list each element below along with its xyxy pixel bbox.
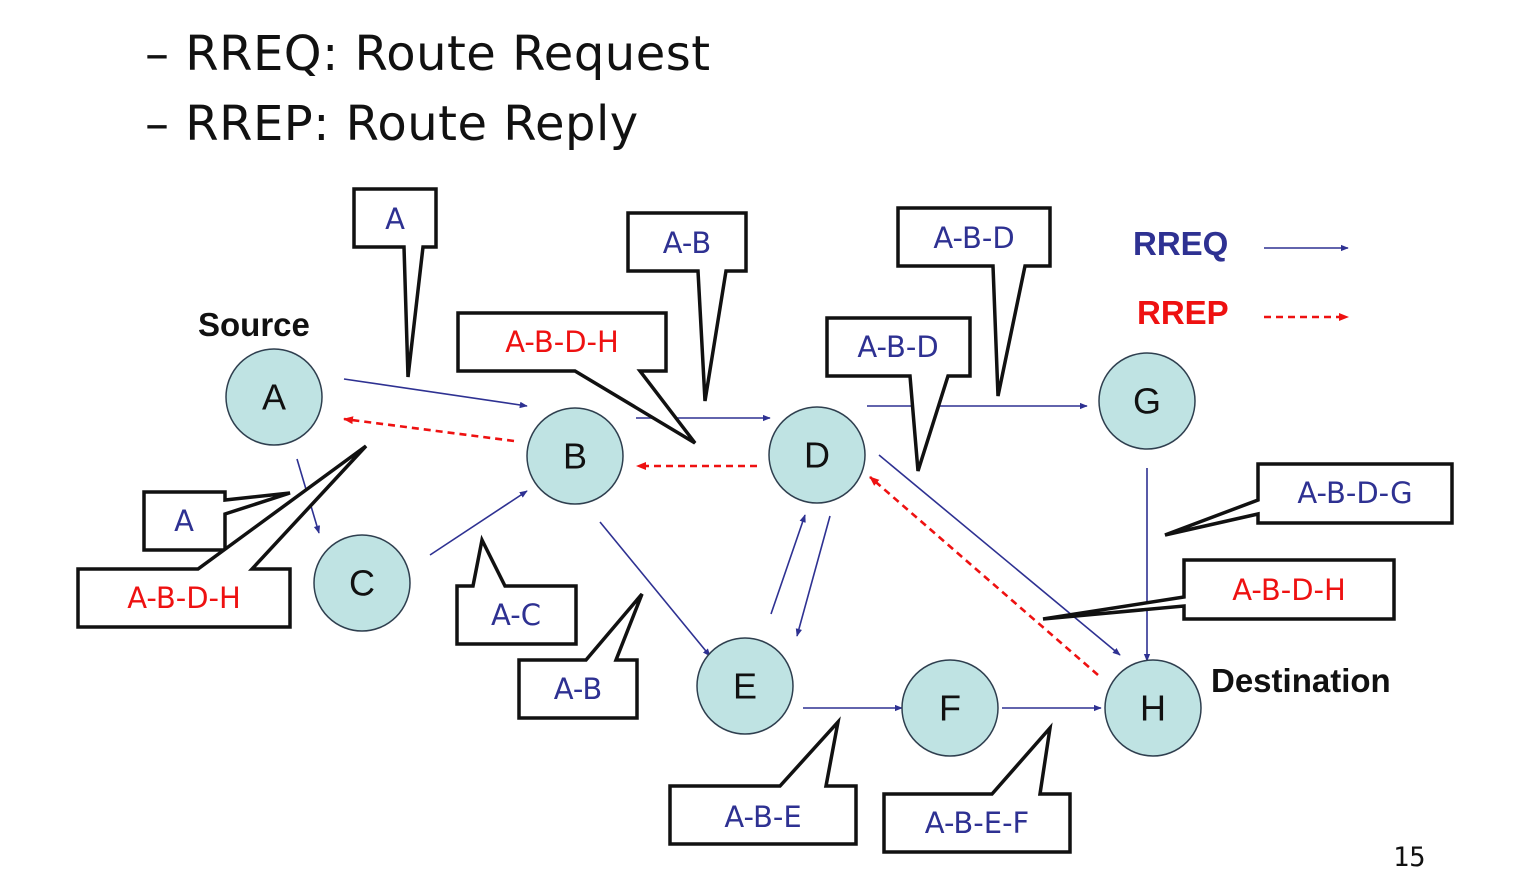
- node: E: [696, 637, 794, 735]
- callout-text: A-B-D-H: [1232, 573, 1346, 607]
- rrep-edges: [343, 416, 1099, 676]
- rreq-edge-a-b: [343, 378, 528, 409]
- callout: A: [142, 490, 291, 552]
- callout: A-B-D-G: [1164, 462, 1454, 537]
- callout-text: A-B-E-F: [925, 806, 1029, 840]
- callout: A-B-D: [896, 206, 1052, 397]
- callout-text: A-B-D: [857, 330, 938, 364]
- node: A: [225, 348, 323, 446]
- node: G: [1098, 352, 1196, 450]
- rrep-edge-h-d: [869, 476, 1099, 676]
- rreq-edge-c-b: [429, 490, 528, 556]
- node-label: B: [563, 436, 587, 477]
- node: C: [313, 534, 411, 632]
- node-label: A: [262, 377, 286, 418]
- rreq-edge-d-e: [795, 515, 831, 637]
- page-number: 15: [1393, 842, 1426, 873]
- callout-text: A-C: [491, 598, 541, 632]
- node-label: E: [733, 666, 757, 707]
- legend-label-rreq: RREQ: [1133, 225, 1228, 262]
- callout-text: A-B: [663, 226, 712, 260]
- node: B: [526, 407, 624, 505]
- legend-label-rrep: RREP: [1137, 294, 1229, 331]
- rrep-edge-b-a: [343, 416, 515, 443]
- callout: A-B-D-H: [76, 444, 368, 629]
- callout: A-B: [517, 592, 644, 720]
- node-label: C: [349, 563, 375, 604]
- node-label: D: [804, 435, 830, 476]
- node-label: F: [939, 688, 961, 729]
- callout: A: [352, 187, 438, 378]
- callout: A-C: [455, 534, 578, 646]
- callout-text: A-B-D-H: [127, 581, 241, 615]
- callout: A-B-D-H: [456, 311, 697, 445]
- node-label: H: [1140, 688, 1166, 729]
- bullet-rreq: – RREQ: Route Request: [145, 26, 711, 82]
- callout: A-B-D-H: [1042, 558, 1396, 621]
- legend: RREQ RREP: [1133, 225, 1349, 331]
- node: D: [768, 406, 866, 504]
- callout-text: A-B-D: [933, 221, 1014, 255]
- destination-label: Destination: [1211, 662, 1391, 699]
- source-label: Source: [198, 306, 310, 343]
- bullet-rrep: – RREP: Route Reply: [145, 96, 639, 152]
- rreq-edge-d-h: [878, 454, 1121, 656]
- callout-text: A: [174, 504, 194, 538]
- callout-text: A-B-D-H: [505, 325, 619, 359]
- callout-text: A-B: [554, 672, 603, 706]
- rreq-edges: [296, 378, 1151, 712]
- rreq-edge-b-e: [599, 521, 711, 657]
- callout-text: A-B-D-G: [1297, 476, 1412, 510]
- rreq-edge-e-d: [770, 514, 806, 615]
- callout: A-B-D: [825, 316, 972, 472]
- node: F: [901, 659, 999, 757]
- callout: A-B: [626, 211, 748, 402]
- callout: A-B-E: [668, 716, 858, 846]
- node-label: G: [1133, 381, 1161, 422]
- callout-text: A-B-E: [724, 800, 801, 834]
- callout-text: A: [385, 202, 405, 236]
- callout: A-B-E-F: [882, 722, 1072, 854]
- node: H: [1104, 659, 1202, 757]
